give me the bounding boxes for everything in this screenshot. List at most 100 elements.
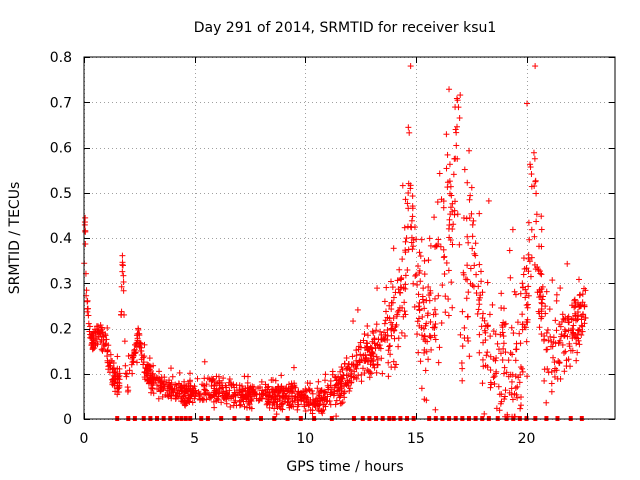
data-point [428, 346, 435, 353]
y-tick-label: 0.4 [50, 231, 72, 247]
data-point [346, 366, 353, 373]
data-point [478, 323, 485, 330]
data-point [246, 389, 253, 396]
y-tick-label: 0.7 [50, 95, 72, 111]
data-point [407, 63, 414, 70]
data-point [104, 347, 111, 354]
data-point [446, 86, 453, 93]
data-point [549, 277, 556, 284]
data-point [401, 299, 408, 306]
data-point [556, 360, 563, 367]
data-point [236, 398, 243, 405]
data-point [415, 315, 422, 322]
data-point [547, 333, 554, 340]
chart-title: Day 291 of 2014, SRMTID for receiver ksu… [194, 20, 497, 36]
data-point [453, 142, 460, 149]
data-point [97, 329, 104, 336]
data-point [436, 170, 443, 177]
data-point [190, 385, 197, 392]
data-point [456, 114, 463, 121]
data-point [582, 315, 589, 322]
data-point [276, 393, 283, 400]
data-point [415, 263, 422, 270]
data-point [501, 321, 508, 328]
data-point [333, 381, 340, 388]
data-point [402, 272, 409, 279]
data-point [389, 284, 396, 291]
data-point [554, 375, 561, 382]
data-point [238, 383, 245, 390]
data-point [415, 291, 422, 298]
data-point [425, 257, 432, 264]
data-point [525, 251, 532, 258]
data-point [524, 319, 531, 326]
data-point [431, 295, 438, 302]
data-point [238, 391, 245, 398]
data-point [364, 340, 371, 347]
data-point [418, 332, 425, 339]
data-point [548, 368, 555, 375]
data-point [226, 376, 233, 383]
data-point [388, 278, 395, 285]
data-point [499, 329, 506, 336]
data-point [118, 312, 125, 319]
data-point [556, 337, 563, 344]
data-point [422, 367, 429, 374]
data-point [314, 385, 321, 392]
data-point [421, 305, 428, 312]
data-point [559, 311, 566, 318]
data-point [517, 290, 524, 297]
data-point [341, 360, 348, 367]
data-point [427, 242, 434, 249]
data-point [116, 365, 123, 372]
x-tick-label: 15 [407, 431, 425, 447]
data-point [343, 365, 350, 372]
data-point [438, 320, 445, 327]
data-point [468, 210, 475, 217]
data-point [353, 357, 360, 364]
data-point [206, 395, 213, 402]
data-point [134, 337, 141, 344]
data-point [256, 383, 263, 390]
data-point [307, 380, 314, 387]
data-point [87, 334, 94, 341]
data-point [364, 322, 371, 329]
data-point [397, 284, 404, 291]
data-point [440, 246, 447, 253]
data-point [353, 352, 360, 359]
data-point [463, 295, 470, 302]
data-point [457, 331, 464, 338]
data-point [233, 387, 240, 394]
data-point [222, 396, 229, 403]
data-point [213, 397, 220, 404]
data-point [507, 274, 514, 281]
data-point [210, 376, 217, 383]
data-point [465, 239, 472, 246]
data-point [432, 320, 439, 327]
data-point [266, 389, 273, 396]
data-point [552, 317, 559, 324]
data-point [321, 377, 328, 384]
data-point [445, 225, 452, 232]
data-point [309, 410, 316, 417]
data-point [290, 364, 297, 371]
data-point [536, 294, 543, 301]
data-point [414, 331, 421, 338]
data-point [331, 373, 338, 380]
data-point [548, 388, 555, 395]
data-point [401, 332, 408, 339]
data-point [528, 254, 535, 261]
data-point [122, 362, 129, 369]
data-point [509, 396, 516, 403]
data-point [410, 280, 417, 287]
data-point [468, 184, 475, 191]
data-point [242, 393, 249, 400]
data-point [327, 401, 334, 408]
data-point [85, 320, 92, 327]
data-point [491, 373, 498, 380]
data-point [571, 296, 578, 303]
data-point [560, 349, 567, 356]
data-point [129, 370, 136, 377]
y-tick-label: 0.6 [50, 141, 72, 157]
data-point [377, 345, 384, 352]
